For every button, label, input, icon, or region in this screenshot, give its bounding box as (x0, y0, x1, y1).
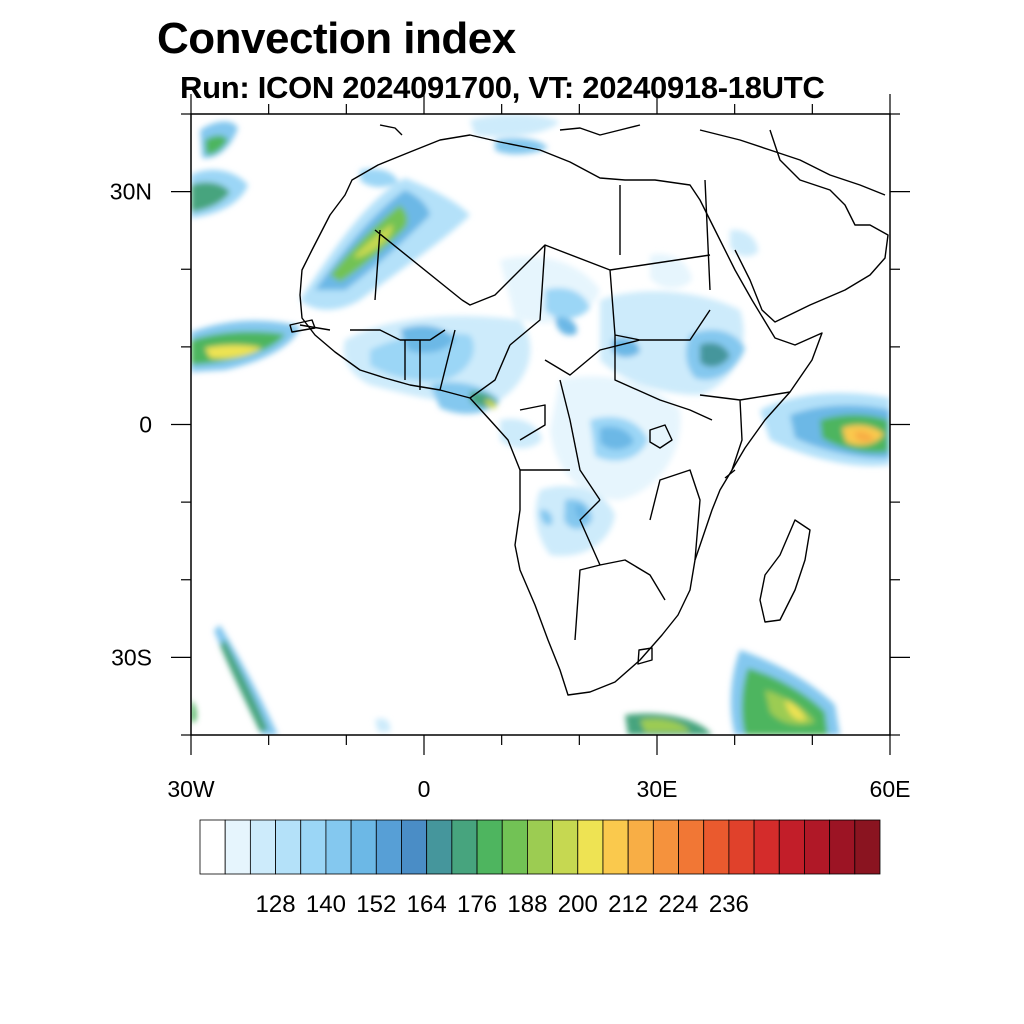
y-tick-label: 30S (111, 644, 152, 670)
x-tick-label: 60E (870, 776, 911, 802)
axis-tick-labels: 30W 0 30E 60E 30N 0 30S (110, 179, 911, 802)
colorbar-bin (652, 819, 679, 875)
y-tick-label: 30N (110, 179, 152, 205)
colorbar-label: 188 (507, 891, 547, 918)
colorbar-bin (804, 819, 831, 875)
colorbar-label: 176 (457, 891, 497, 918)
colorbar-labels: 128 140 152 164 176 188 200 212 224 236 (256, 891, 749, 918)
colorbar-bin (728, 819, 755, 875)
colorbar-bin (300, 819, 327, 875)
colorbar-bin (501, 819, 528, 875)
colorbar-bin (829, 819, 856, 875)
convection-field (191, 114, 890, 735)
colorbar-bin (753, 819, 780, 875)
colorbar-label: 236 (709, 891, 749, 918)
colorbar-bin (854, 819, 881, 875)
colorbar-bin (703, 819, 730, 875)
colorbar-bin (401, 819, 428, 875)
colorbar-label: 128 (256, 891, 296, 918)
borders (299, 179, 791, 641)
colorbar-label: 140 (306, 891, 346, 918)
colorbar-bin (426, 819, 453, 875)
map-title: Convection index (157, 14, 516, 63)
colorbar-bin (249, 819, 276, 875)
colorbar-bin (627, 819, 654, 875)
axis-ticks (171, 94, 910, 755)
colorbar-label: 164 (407, 891, 447, 918)
colorbar-bin (375, 819, 402, 875)
x-tick-label: 30E (637, 776, 678, 802)
colorbar-bin (275, 819, 302, 875)
madagascar-outline (637, 647, 653, 665)
arabia-coastline (734, 129, 889, 323)
colorbar-bin (451, 819, 478, 875)
colorbar-bin (552, 819, 579, 875)
colorbar-bin (527, 819, 553, 875)
x-tick-label: 30W (167, 776, 215, 802)
map-subtitle: Run: ICON 2024091700, VT: 20240918-18UTC (180, 70, 825, 105)
colorbar-bin (350, 819, 377, 875)
colorbar-bin (199, 819, 226, 875)
colorbar-bin (778, 819, 805, 875)
colorbar-label: 224 (658, 891, 698, 918)
africa-coastline (299, 134, 823, 696)
colorbar-label: 200 (558, 891, 598, 918)
coastlines-borders (289, 124, 889, 696)
colorbar-label: 212 (608, 891, 648, 918)
colorbar-bin (476, 819, 503, 875)
colorbar-bin (325, 819, 352, 875)
colorbar-bin (577, 819, 604, 875)
colorbar (199, 819, 881, 875)
y-tick-label: 0 (139, 412, 152, 438)
madagascar-coastline (759, 519, 811, 623)
colorbar-label: 152 (356, 891, 396, 918)
colorbar-bin (224, 819, 251, 875)
x-tick-label: 0 (418, 776, 431, 802)
colorbar-bin (678, 819, 705, 875)
colorbar-bin (602, 819, 629, 875)
